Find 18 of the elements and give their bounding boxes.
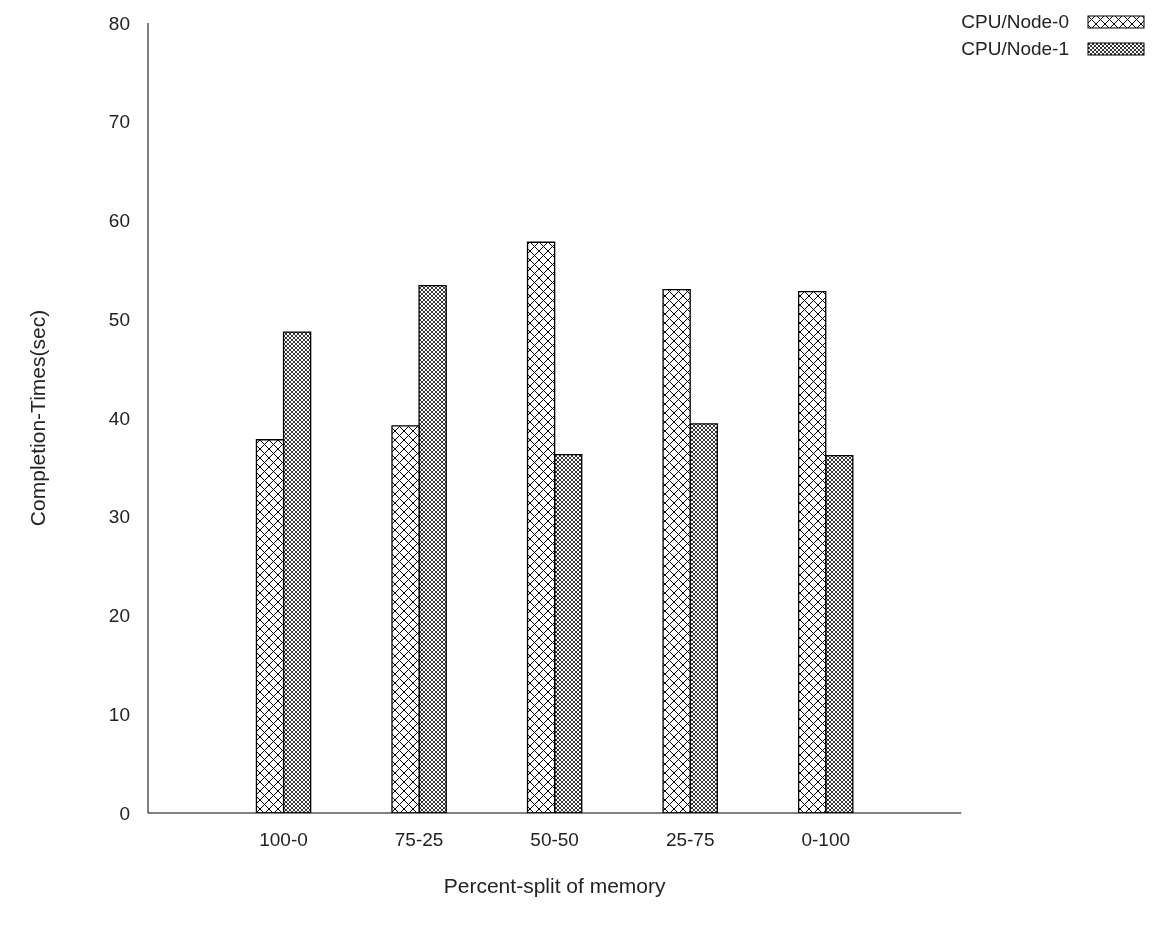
y-tick-label: 10: [108, 703, 130, 725]
legend-label: CPU/Node-0: [961, 10, 1069, 33]
x-tick-label: 50-50: [530, 829, 579, 851]
x-tick-label: 25-75: [665, 829, 715, 851]
y-tick-label: 60: [108, 210, 130, 232]
y-axis-title: Completion-Times(sec): [26, 309, 50, 527]
x-tick-label: 75-25: [394, 829, 444, 851]
y-tick-label: 80: [108, 12, 130, 34]
y-tick-label: 0: [119, 802, 130, 824]
x-tick-label: 0-100: [801, 829, 851, 851]
y-tick-label: 20: [108, 605, 130, 627]
y-tick-label: 40: [108, 407, 130, 429]
y-tick-label: 30: [108, 506, 130, 528]
y-tick-label: 70: [108, 111, 130, 133]
legend-label: CPU/Node-1: [961, 37, 1069, 60]
x-tick-label: 100-0: [259, 829, 308, 851]
y-tick-label: 50: [108, 308, 130, 330]
x-axis-title: Percent-split of memory: [443, 874, 666, 897]
